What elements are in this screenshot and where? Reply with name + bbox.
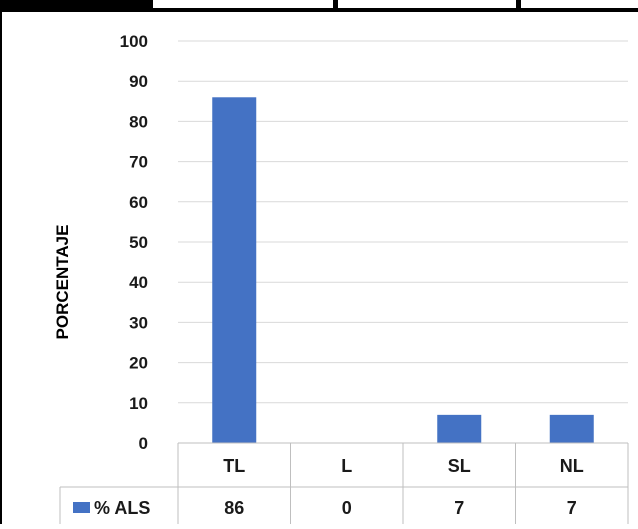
data-table-value: 7 [567,498,577,518]
y-tick-label: 60 [129,193,148,212]
data-table: TL L SL NL % ALS 86 0 7 7 [59,442,629,524]
legend-series-name: % ALS [94,498,150,518]
bars [212,97,594,443]
x-category-label: NL [560,456,584,476]
data-table-value: 86 [224,498,244,518]
bar [212,97,257,443]
y-tick-label: 70 [129,153,148,172]
x-category-label: L [341,456,352,476]
x-category-label: SL [448,456,471,476]
y-tick-label: 20 [129,354,148,373]
y-tick-label: 0 [139,434,148,453]
y-tick-label: 100 [120,32,148,51]
y-tick-label: 10 [129,394,148,413]
y-tick-labels: 0 10 20 30 40 50 60 70 80 90 100 [120,32,148,453]
data-table-value: 0 [342,498,352,518]
data-table-value: 7 [454,498,464,518]
y-tick-label: 40 [129,273,148,292]
top-header-strip [0,0,638,12]
legend-swatch [73,502,90,513]
bar [437,414,482,443]
y-axis-label: PORCENTAJE [53,225,72,340]
y-tick-label: 50 [129,233,148,252]
x-category-label: TL [223,456,245,476]
y-tick-label: 30 [129,313,148,332]
y-tick-label: 90 [129,72,148,91]
bar [549,414,594,443]
y-tick-label: 80 [129,112,148,131]
